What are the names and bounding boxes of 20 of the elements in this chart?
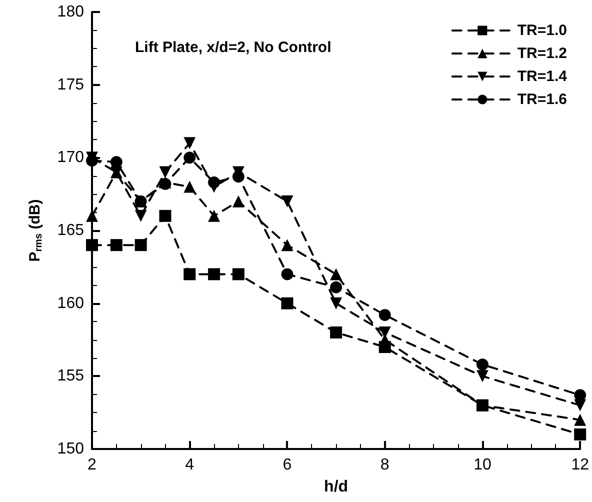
legend-label: TR=1.2 xyxy=(517,45,567,62)
x-tick-label: 4 xyxy=(185,456,194,474)
y-tick-label: 170 xyxy=(57,149,84,166)
legend-label: TR=1.4 xyxy=(517,68,568,85)
y-tick-label: 175 xyxy=(57,76,84,94)
x-tick-label: 12 xyxy=(571,456,590,474)
x-tick-label: 6 xyxy=(282,456,292,474)
y-tick-label: 180 xyxy=(57,4,84,20)
legend-label: TR=1.6 xyxy=(517,91,567,108)
y-tick-label: 150 xyxy=(57,440,84,458)
text: Lift Plate, x/d=2, No Control xyxy=(135,39,332,56)
x-axis-title: h/d xyxy=(324,478,348,496)
y-tick-label: 155 xyxy=(57,368,84,385)
x-tick-label: 2 xyxy=(88,456,97,474)
y-tick-label: 160 xyxy=(57,294,84,312)
x-tick-label: 10 xyxy=(474,456,492,474)
y-axis-title: Prms (dB) xyxy=(26,199,44,262)
x-tick-label: 8 xyxy=(380,456,390,474)
legend-label: TR=1.0 xyxy=(517,22,567,39)
y-tick-label: 165 xyxy=(57,222,84,239)
